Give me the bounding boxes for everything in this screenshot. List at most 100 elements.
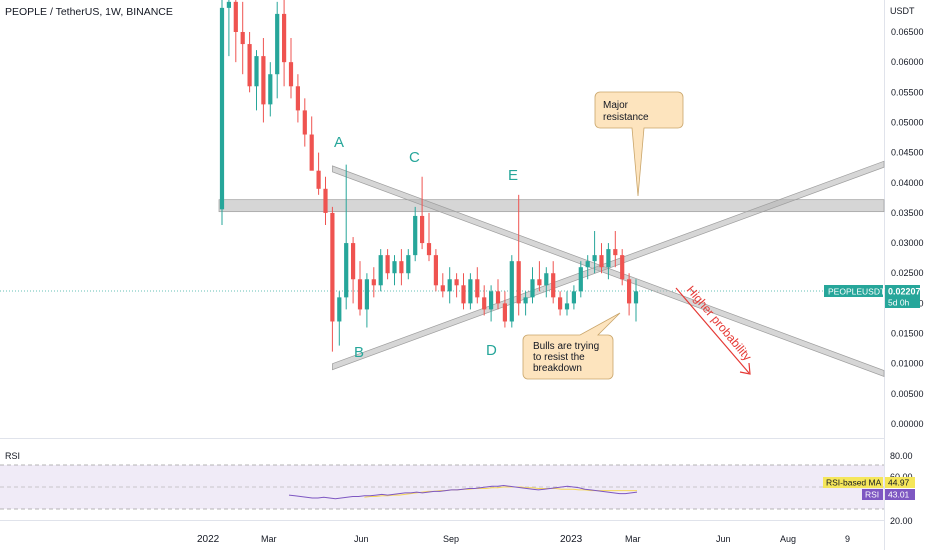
candle[interactable] (475, 267, 480, 304)
candle[interactable] (330, 206, 335, 352)
price-tick-label: 0.05000 (891, 117, 924, 127)
candle[interactable] (316, 152, 321, 195)
major-resistance-band[interactable] (218, 199, 885, 213)
candle[interactable] (371, 267, 376, 298)
candle[interactable] (523, 291, 528, 316)
candle-body (268, 74, 273, 105)
candle-body (606, 249, 611, 268)
candle[interactable] (288, 38, 294, 99)
time-tick-9: 9 (845, 534, 850, 544)
candle[interactable] (268, 62, 273, 117)
candle-body (392, 261, 397, 274)
current-price-tag[interactable]: PEOPLEUSDT 0.02207 5d 0h (824, 285, 921, 308)
candle[interactable] (302, 98, 307, 147)
point-label-b: B (354, 344, 364, 361)
candle[interactable] (392, 255, 397, 286)
candle[interactable] (295, 74, 300, 123)
candle[interactable] (323, 176, 328, 225)
candle[interactable] (489, 285, 494, 322)
candle[interactable] (468, 273, 473, 310)
time-tick-2022: 2022 (197, 534, 220, 545)
candle-body (599, 255, 604, 268)
rsi-tick-80: 80.00 (890, 451, 913, 461)
candle-body (440, 285, 445, 292)
candle[interactable] (571, 285, 576, 310)
candle[interactable] (399, 249, 404, 286)
candle[interactable] (454, 273, 459, 298)
candle[interactable] (551, 261, 556, 304)
candle[interactable] (544, 267, 549, 298)
candle[interactable] (558, 291, 563, 316)
candle[interactable] (578, 261, 583, 298)
candlestick-series (219, 0, 639, 352)
candle[interactable] (261, 38, 266, 123)
candle-body (495, 291, 501, 304)
candle-body (620, 255, 625, 280)
candle[interactable] (344, 164, 349, 310)
candle[interactable] (406, 249, 411, 280)
candle-body (378, 255, 383, 286)
candle[interactable] (633, 279, 639, 322)
candle[interactable] (219, 0, 225, 225)
candle[interactable] (247, 32, 252, 93)
candle[interactable] (309, 116, 314, 171)
candle-body (516, 261, 521, 304)
candle[interactable] (482, 285, 487, 316)
time-axis[interactable]: 2022 Mar Jun Sep 2023 Mar Jun Aug 9 (197, 534, 850, 545)
candle[interactable] (240, 1, 245, 75)
price-tick-label: 0.05500 (891, 87, 924, 97)
callout-bulls[interactable]: Bulls are trying to resist the breakdown (522, 312, 621, 380)
candle[interactable] (461, 273, 466, 310)
candle-body (413, 215, 418, 256)
candle[interactable] (351, 237, 356, 304)
candle[interactable] (337, 291, 342, 346)
candle[interactable] (282, 0, 287, 87)
candle[interactable] (275, 1, 280, 99)
candle[interactable] (254, 50, 259, 111)
rsi-ma-tag[interactable]: RSI-based MA 44.97 (823, 477, 915, 488)
candle[interactable] (613, 231, 618, 268)
candle[interactable] (420, 176, 425, 250)
candle[interactable] (413, 206, 418, 262)
candle[interactable] (426, 212, 432, 262)
price-tick-label: 0.04500 (891, 148, 924, 158)
candle[interactable] (564, 291, 570, 316)
candle[interactable] (599, 243, 604, 274)
candle[interactable] (585, 255, 590, 280)
candle[interactable] (592, 231, 597, 274)
candle[interactable] (627, 273, 632, 316)
candle[interactable] (364, 273, 369, 328)
candle[interactable] (226, 0, 231, 57)
candle[interactable] (233, 0, 238, 63)
candle-body (468, 279, 473, 304)
candle[interactable] (495, 279, 501, 310)
candle[interactable] (378, 249, 383, 292)
candle[interactable] (516, 194, 521, 316)
candle[interactable] (502, 291, 507, 328)
price-axis[interactable]: 0.06500 0.06000 0.05500 0.05000 0.04500 0.040… (891, 27, 924, 429)
rsi-value-tag[interactable]: RSI 43.01 (862, 489, 915, 500)
rsi-line (288, 485, 638, 500)
time-tick-mar: Mar (261, 534, 277, 544)
time-tick-sep: Sep (443, 534, 459, 544)
candle[interactable] (440, 273, 445, 298)
candle[interactable] (530, 267, 535, 304)
candle-body (233, 1, 238, 33)
price-pane[interactable] (0, 0, 884, 438)
candle[interactable] (509, 255, 514, 328)
price-tick-label: 0.06500 (891, 27, 924, 37)
candle[interactable] (433, 249, 438, 292)
candle[interactable] (357, 261, 363, 316)
candle[interactable] (606, 243, 611, 280)
callout-major-resistance[interactable]: Major resistance (594, 91, 684, 197)
candle-body (502, 303, 507, 322)
candle-body (302, 110, 307, 135)
candle[interactable] (620, 249, 625, 286)
candle[interactable] (385, 249, 390, 280)
price-tag-symbol: PEOPLEUSDT (828, 287, 885, 297)
callout-resistance-line-2: resistance (603, 112, 649, 123)
candle[interactable] (447, 267, 452, 304)
candle[interactable] (537, 261, 542, 292)
candle-body (288, 62, 294, 87)
